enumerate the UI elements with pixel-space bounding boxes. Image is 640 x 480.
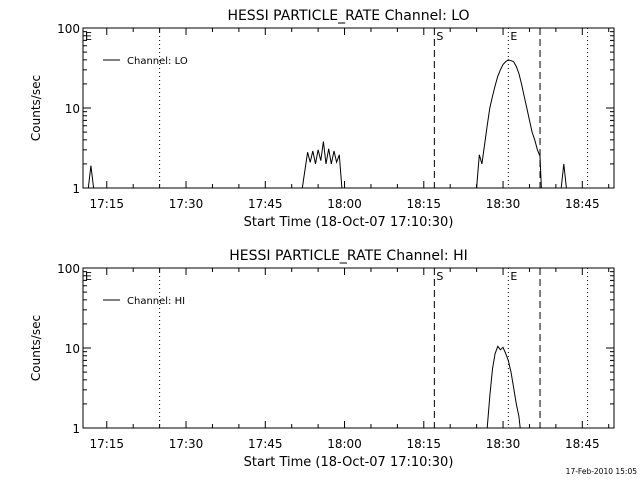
series-line: [486, 345, 521, 429]
chart-title: HESSI PARTICLE_RATE Channel: LO: [227, 8, 469, 24]
y-tick-label: 1: [72, 422, 80, 436]
x-tick-label: 18:30: [486, 437, 521, 451]
x-tick-label: 17:30: [169, 437, 204, 451]
legend-label: Channel: HI: [127, 296, 185, 307]
y-tick-label: 100: [57, 22, 80, 36]
y-tick-label: 10: [65, 102, 80, 116]
y-axis-label: Counts/sec: [29, 75, 43, 141]
x-tick-label: 18:00: [327, 437, 362, 451]
x-axis-label: Start Time (18-Oct-07 17:10:30): [244, 215, 454, 230]
y-tick-label: 100: [57, 262, 80, 276]
footer-timestamp: 17-Feb-2010 15:05: [566, 467, 638, 476]
y-axis-label: Counts/sec: [29, 315, 43, 381]
marker-label: S: [436, 270, 443, 283]
x-tick-label: 18:15: [406, 197, 441, 211]
series-line: [87, 165, 95, 189]
marker-label: S: [436, 30, 443, 43]
series-line: [560, 163, 567, 189]
marker-label: E: [510, 270, 517, 283]
chart-panel-lo: HESSI PARTICLE_RATE Channel: LO 17:15 17:3…: [29, 8, 615, 230]
marker-label: E: [510, 30, 517, 43]
x-tick-label: 18:00: [327, 197, 362, 211]
marker-label: E: [85, 30, 92, 43]
y-tick-label: 10: [65, 342, 80, 356]
y-tick-label: 1: [72, 182, 80, 196]
x-axis-label: Start Time (18-Oct-07 17:10:30): [244, 455, 454, 470]
x-tick-label: 17:15: [89, 197, 124, 211]
x-tick-label: 17:15: [89, 437, 124, 451]
chart-panel-hi: HESSI PARTICLE_RATE Channel: HI 17:15 17:3…: [29, 248, 615, 470]
x-tick-label: 18:45: [565, 197, 600, 211]
marker-label: E: [85, 270, 92, 283]
series-line: [476, 59, 542, 189]
chart-title: HESSI PARTICLE_RATE Channel: HI: [229, 248, 467, 264]
x-tick-label: 17:45: [248, 437, 283, 451]
x-tick-label: 17:30: [169, 197, 204, 211]
x-tick-label: 18:30: [486, 197, 521, 211]
x-tick-label: 18:45: [565, 437, 600, 451]
x-tick-label: 18:15: [406, 437, 441, 451]
legend-label: Channel: LO: [127, 56, 188, 67]
x-tick-label: 17:45: [248, 197, 283, 211]
series-line: [301, 141, 343, 189]
